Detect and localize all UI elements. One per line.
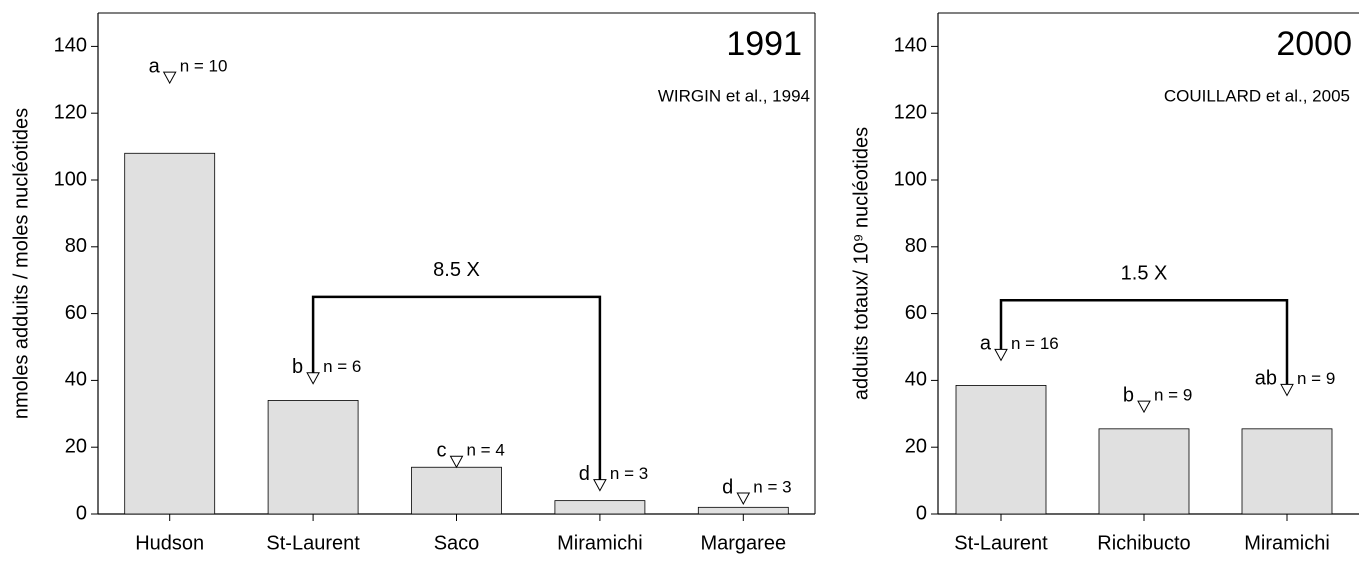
letter-label: b (1123, 384, 1134, 406)
bar (1098, 428, 1190, 515)
n-label: n = 16 (1011, 334, 1059, 353)
y-tick-label: 40 (65, 369, 87, 391)
y-tick-label: 80 (65, 235, 87, 257)
marker (449, 455, 464, 469)
marker (306, 372, 320, 385)
marker (994, 348, 1008, 362)
marker (1280, 383, 1294, 397)
marker (593, 479, 607, 492)
letter-label: ab (1255, 368, 1277, 390)
x-tick-label: Richibucto (1097, 532, 1190, 554)
y-tick-label: 100 (894, 168, 927, 190)
bar (411, 466, 502, 515)
marker (1137, 400, 1151, 414)
y-tick-label: 120 (54, 101, 87, 123)
letter-label: d (722, 476, 733, 498)
bracket (311, 295, 602, 480)
chart-subtitle: COUILLARD et al., 2005 (1164, 86, 1350, 105)
marker (162, 71, 177, 85)
y-tick-label: 100 (54, 168, 87, 190)
bracket-label: 1.5 X (1121, 263, 1168, 285)
x-tick-label: Hudson (135, 532, 204, 554)
n-label: n = 3 (753, 477, 791, 496)
bar (697, 506, 789, 515)
n-label: n = 3 (610, 464, 648, 483)
y-axis-label: adduits totaux/ 10⁹ nucléotides (850, 127, 872, 400)
x-tick-label: Margaree (700, 532, 786, 554)
x-tick-label: Miramichi (557, 532, 643, 554)
y-tick-label: 120 (894, 101, 927, 123)
y-tick-label: 40 (905, 369, 927, 391)
y-tick-label: 140 (54, 35, 87, 57)
y-axis-label: nmoles adduits / moles nucléotides (10, 108, 32, 419)
bracket (999, 298, 1289, 385)
y-tick-label: 80 (905, 235, 927, 257)
bar (124, 152, 216, 515)
n-label: n = 9 (1154, 386, 1192, 405)
y-tick-label: 20 (65, 435, 87, 457)
x-tick-label: St-Laurent (954, 532, 1048, 554)
bracket-label: 8.5 X (433, 259, 480, 281)
x-tick-label: St-Laurent (266, 532, 360, 554)
bar (1241, 428, 1333, 515)
marker (736, 492, 751, 506)
x-tick-label: Saco (434, 532, 480, 554)
y-tick-label: 0 (76, 502, 87, 524)
n-label: n = 4 (467, 441, 505, 460)
letter-label: b (292, 356, 303, 378)
letter-label: c (437, 440, 447, 462)
chart-title: 1991 (726, 25, 802, 63)
y-tick-label: 140 (894, 35, 927, 57)
letter-label: a (149, 55, 161, 77)
n-label: n = 9 (1297, 369, 1335, 388)
y-tick-label: 0 (916, 502, 927, 524)
bar (955, 385, 1047, 515)
y-tick-label: 60 (905, 302, 927, 324)
x-tick-label: Miramichi (1244, 532, 1330, 554)
n-label: n = 6 (323, 357, 361, 376)
letter-label: a (980, 333, 992, 355)
y-tick-label: 60 (65, 302, 87, 324)
n-label: n = 10 (180, 57, 228, 76)
bar (267, 400, 359, 515)
bar (554, 500, 646, 515)
chart-title: 2000 (1276, 25, 1352, 63)
letter-label: d (579, 463, 590, 485)
y-tick-label: 20 (905, 435, 927, 457)
chart-subtitle: WIRGIN et al., 1994 (658, 86, 810, 105)
